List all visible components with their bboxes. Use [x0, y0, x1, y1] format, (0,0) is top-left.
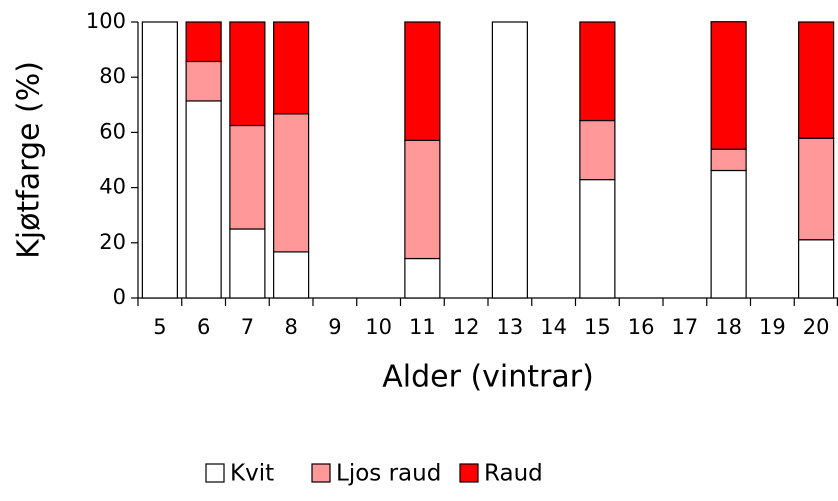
x-tick-label: 12	[453, 315, 480, 339]
legend-label: Ljos raud	[336, 461, 441, 487]
bar-segment	[404, 257, 441, 299]
y-tick-label: 0	[113, 285, 126, 309]
y-tick-label: 60	[99, 119, 126, 143]
x-tick-label: 10	[365, 315, 392, 339]
x-tick-label: 18	[715, 315, 742, 339]
bar-segment	[710, 21, 747, 150]
x-tick-label: 17	[672, 315, 699, 339]
bar-segment	[798, 239, 835, 299]
bar-segment	[798, 137, 835, 241]
y-tick-label: 40	[99, 175, 126, 199]
bar-segment	[273, 113, 310, 253]
x-tick-label: 16	[628, 315, 655, 339]
x-tick-label: 20	[803, 315, 830, 339]
bar-segment	[579, 119, 616, 181]
bar-segment	[710, 148, 747, 172]
x-tick-label: 5	[153, 315, 166, 339]
bar-segment	[229, 228, 266, 299]
bar-segment	[185, 60, 222, 102]
x-tick-label: 14	[540, 315, 567, 339]
bar-segment	[491, 21, 528, 299]
bar-segment	[404, 21, 441, 142]
x-tick-label: 7	[241, 315, 254, 339]
x-tick-label: 11	[409, 315, 436, 339]
x-tick-label: 8	[284, 315, 297, 339]
bar-segment	[185, 100, 222, 299]
bar-segment	[229, 124, 266, 230]
bar-segment	[229, 21, 266, 127]
bar-segment	[273, 251, 310, 299]
bar-segment	[273, 21, 310, 115]
x-tick-label: 9	[328, 315, 341, 339]
bar-segment	[141, 21, 178, 299]
legend: Kvit Ljos raud Raud	[205, 461, 543, 487]
bar-segment	[404, 139, 441, 260]
legend-swatch	[459, 463, 479, 483]
bar-segment	[798, 21, 835, 139]
legend-label: Kvit	[230, 461, 274, 487]
legend-swatch	[311, 463, 331, 483]
bar-segment	[185, 21, 222, 63]
x-tick-label: 13	[497, 315, 524, 339]
y-tick-label: 80	[99, 64, 126, 88]
x-axis-title: Alder (vintrar)	[382, 360, 594, 395]
legend-swatch	[205, 463, 225, 483]
bar-segment	[579, 21, 616, 122]
y-tick-label: 100	[86, 9, 126, 33]
bar-segment	[579, 178, 616, 299]
x-tick-label: 19	[759, 315, 786, 339]
bar-segment	[710, 169, 747, 299]
x-tick-label: 6	[197, 315, 210, 339]
x-tick-label: 15	[584, 315, 611, 339]
legend-label: Raud	[484, 461, 543, 487]
y-tick-label: 20	[99, 230, 126, 254]
y-axis-title: Kjøtfarge (%)	[12, 61, 47, 259]
